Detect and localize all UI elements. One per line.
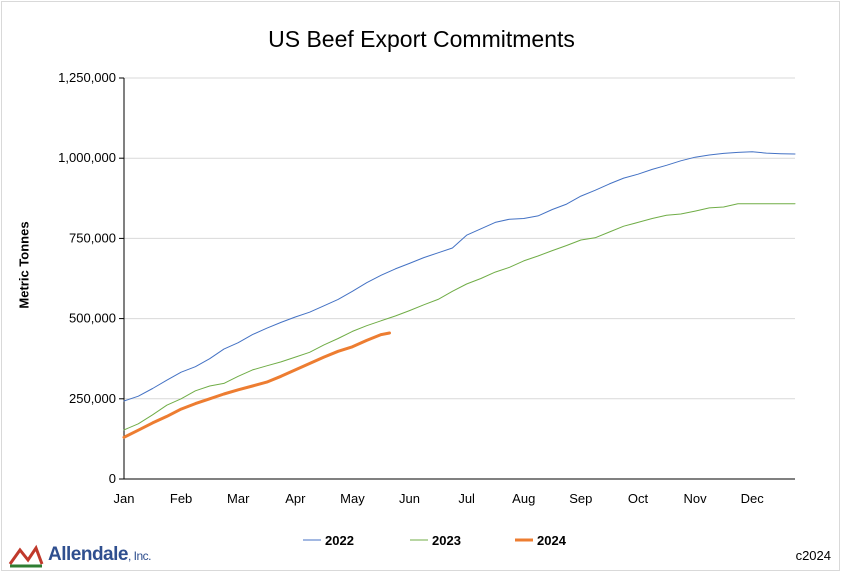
- x-tick-label: Feb: [170, 491, 192, 506]
- chart-title: US Beef Export Commitments: [268, 26, 575, 52]
- y-tick-label: 500,000: [69, 311, 116, 326]
- y-tick-label: 750,000: [69, 230, 116, 245]
- allendale-chevron-icon: [8, 544, 44, 568]
- x-tick-label: Jan: [114, 491, 135, 506]
- series-line-2023: [123, 203, 796, 431]
- y-tick-label: 0: [109, 471, 116, 486]
- x-tick-label: May: [340, 491, 365, 506]
- x-tick-label: Mar: [227, 491, 250, 506]
- gridlines: [124, 77, 795, 400]
- copyright-text: c2024: [795, 548, 831, 563]
- x-tick-label: Jun: [399, 491, 420, 506]
- x-tick-label: Apr: [285, 491, 306, 506]
- legend-label-2024: 2024: [537, 533, 567, 548]
- x-tick-label: Jul: [458, 491, 475, 506]
- series-line-2024: [122, 331, 391, 439]
- x-tick-label: Nov: [684, 491, 708, 506]
- x-tick-label: Dec: [741, 491, 765, 506]
- legend-label-2023: 2023: [432, 533, 461, 548]
- x-tick-label: Oct: [628, 491, 649, 506]
- series-lines: [122, 151, 796, 439]
- x-tick-label: Aug: [512, 491, 535, 506]
- logo-text: Allendale, Inc.: [48, 544, 152, 565]
- y-tick-label: 1,000,000: [58, 150, 116, 165]
- legend: 2022 2023 2024: [303, 533, 567, 548]
- axes: 0 250,000 500,000 750,000 1,000,000 1,250,000…: [58, 70, 795, 506]
- y-tick-label: 1,250,000: [58, 70, 116, 85]
- y-tick-label: 250,000: [69, 391, 116, 406]
- allendale-logo: Allendale, Inc.: [8, 540, 168, 568]
- series-line-2022: [123, 151, 796, 402]
- x-tick-label: Sep: [569, 491, 592, 506]
- legend-label-2022: 2022: [325, 533, 354, 548]
